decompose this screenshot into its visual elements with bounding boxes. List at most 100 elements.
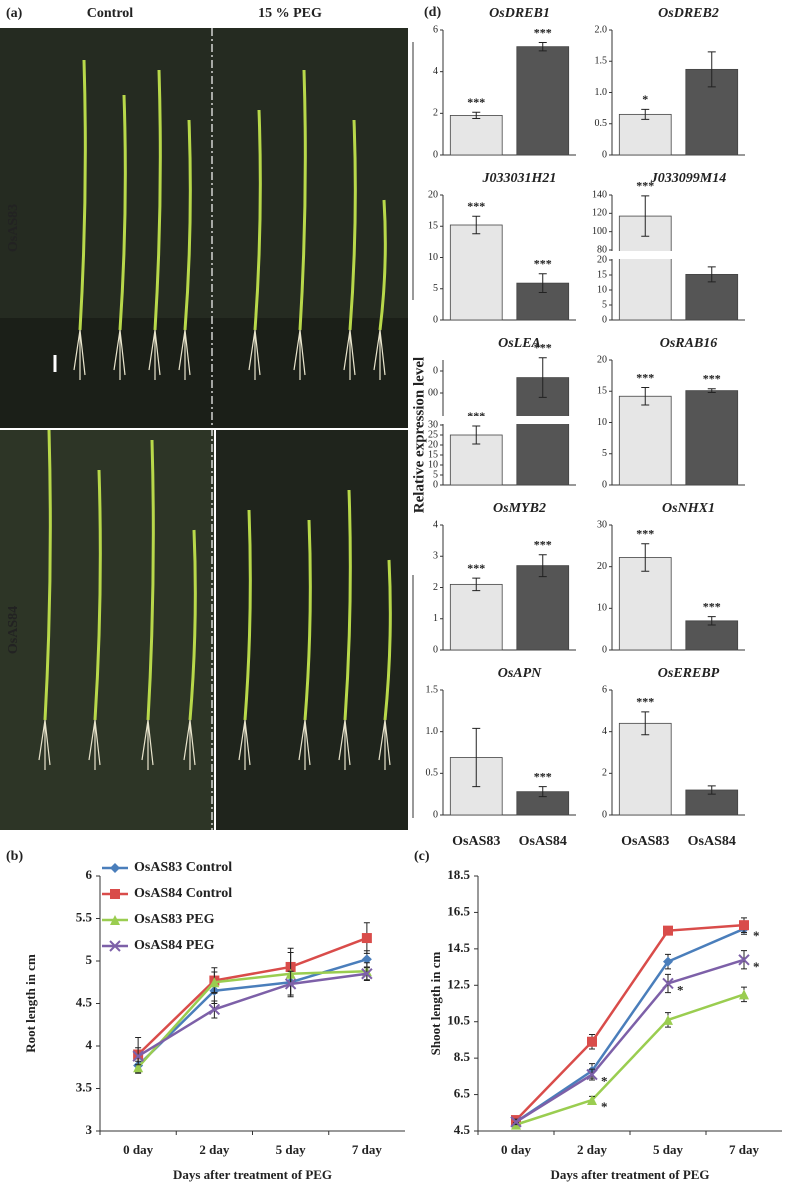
significance: *** bbox=[534, 25, 552, 39]
x-tick-label: OsAS83 bbox=[621, 834, 669, 849]
seedling bbox=[378, 199, 387, 331]
marker bbox=[663, 956, 673, 967]
y-tick-label: 4.5 bbox=[454, 1122, 471, 1137]
row-label: OsAS84 bbox=[6, 606, 21, 654]
seedling bbox=[146, 439, 155, 721]
significance: *** bbox=[636, 179, 654, 193]
error-bar bbox=[538, 42, 547, 52]
seedling bbox=[93, 469, 102, 721]
roots bbox=[373, 329, 386, 380]
significance: *** bbox=[534, 769, 552, 783]
seedling bbox=[298, 69, 307, 331]
x-tick-label: OsAS83 bbox=[452, 834, 500, 849]
photo-shadow bbox=[0, 318, 408, 428]
significance: * bbox=[601, 1074, 608, 1089]
y-tick-label: 2 bbox=[433, 108, 438, 119]
y-axis-label: Shoot length in cm bbox=[428, 952, 443, 1056]
marker bbox=[284, 978, 297, 990]
y-tick-label: 0 bbox=[433, 149, 438, 160]
marker bbox=[587, 1095, 597, 1106]
error-bar bbox=[707, 266, 716, 283]
y-tick-label: 12.5 bbox=[447, 976, 470, 991]
y-tick-label: 80 bbox=[597, 244, 607, 255]
x-tick-label: 5 day bbox=[276, 1142, 306, 1157]
roots bbox=[298, 719, 311, 770]
error-bar bbox=[472, 577, 481, 592]
y-tick-label: 140 bbox=[592, 189, 607, 200]
roots bbox=[88, 719, 101, 770]
x-tick-label: 7 day bbox=[729, 1142, 759, 1157]
error-bar bbox=[472, 215, 481, 235]
y-tick-label: 5 bbox=[433, 283, 438, 294]
seedlings bbox=[38, 59, 392, 770]
y-tick-label: 18.5 bbox=[447, 867, 470, 882]
roots bbox=[378, 719, 391, 770]
marker bbox=[739, 920, 749, 931]
y-tick-label: 30 bbox=[597, 519, 607, 530]
bar bbox=[685, 390, 739, 486]
y-tick-label: 15 bbox=[597, 386, 607, 397]
roots bbox=[238, 719, 251, 770]
error-bar bbox=[641, 387, 650, 406]
y-tick-label: 5 bbox=[433, 469, 438, 480]
error-bar bbox=[707, 388, 716, 393]
error-bar bbox=[538, 554, 547, 578]
roots bbox=[293, 329, 306, 380]
significance: *** bbox=[636, 370, 654, 384]
significance: *** bbox=[467, 95, 485, 109]
seedling bbox=[348, 119, 357, 331]
y-tick-label: 3 bbox=[433, 551, 438, 562]
y-tick-label: 4 bbox=[433, 519, 438, 530]
y-tick-label: 6 bbox=[602, 684, 607, 695]
error-bar bbox=[472, 111, 481, 120]
y-tick-label: 0.5 bbox=[426, 768, 439, 779]
y-tick-label: 0 bbox=[433, 365, 438, 376]
significance: *** bbox=[534, 257, 552, 271]
y-tick-label: 2 bbox=[602, 768, 607, 779]
y-tick-label: 6 bbox=[86, 867, 93, 882]
seedling bbox=[153, 69, 162, 331]
y-tick-label: 20 bbox=[597, 254, 607, 265]
panel-label: (b) bbox=[6, 849, 23, 864]
y-tick-label: 10 bbox=[428, 459, 438, 470]
seedling bbox=[253, 109, 262, 331]
y-axis-label: Root length in cm bbox=[23, 954, 38, 1053]
y-tick-label: 1 bbox=[433, 613, 438, 624]
y-tick-label: 2 bbox=[433, 582, 438, 593]
series-line bbox=[515, 958, 745, 1123]
x-tick-label: 0 day bbox=[123, 1142, 153, 1157]
column-label: 15 % PEG bbox=[258, 6, 322, 21]
seedling bbox=[383, 559, 392, 721]
chart-title: OsNHX1 bbox=[662, 501, 715, 516]
x-tick-label: OsAS84 bbox=[688, 834, 736, 849]
y-tick-label: 4.5 bbox=[76, 994, 93, 1009]
error-bar bbox=[538, 786, 547, 798]
x-tick-label: 0 day bbox=[501, 1142, 531, 1157]
y-tick-label: 0 bbox=[433, 314, 438, 325]
y-tick-label: 4 bbox=[433, 66, 438, 77]
seedling bbox=[183, 119, 192, 331]
significance: * bbox=[753, 959, 760, 974]
y-tick-label: 30 bbox=[428, 419, 438, 430]
marker bbox=[133, 1062, 144, 1073]
y-tick-label: 0 bbox=[433, 644, 438, 655]
marker bbox=[361, 954, 372, 965]
y-tick-label: 1.0 bbox=[426, 726, 439, 737]
significance: * bbox=[642, 92, 648, 106]
roots bbox=[113, 329, 126, 380]
y-tick-label: 15 bbox=[428, 221, 438, 232]
chart-title: OsAPN bbox=[498, 666, 542, 681]
seedling bbox=[188, 529, 197, 721]
bar bbox=[516, 46, 570, 156]
y-tick-label: 120 bbox=[592, 208, 607, 219]
series-line bbox=[515, 993, 745, 1126]
bar bbox=[618, 722, 672, 816]
y-tick-label: 5.5 bbox=[76, 909, 93, 924]
legend-label: OsAS83 PEG bbox=[134, 912, 215, 927]
seedling bbox=[78, 59, 87, 331]
error-bar bbox=[538, 357, 547, 398]
axis-break bbox=[442, 416, 577, 424]
bar bbox=[449, 224, 503, 321]
